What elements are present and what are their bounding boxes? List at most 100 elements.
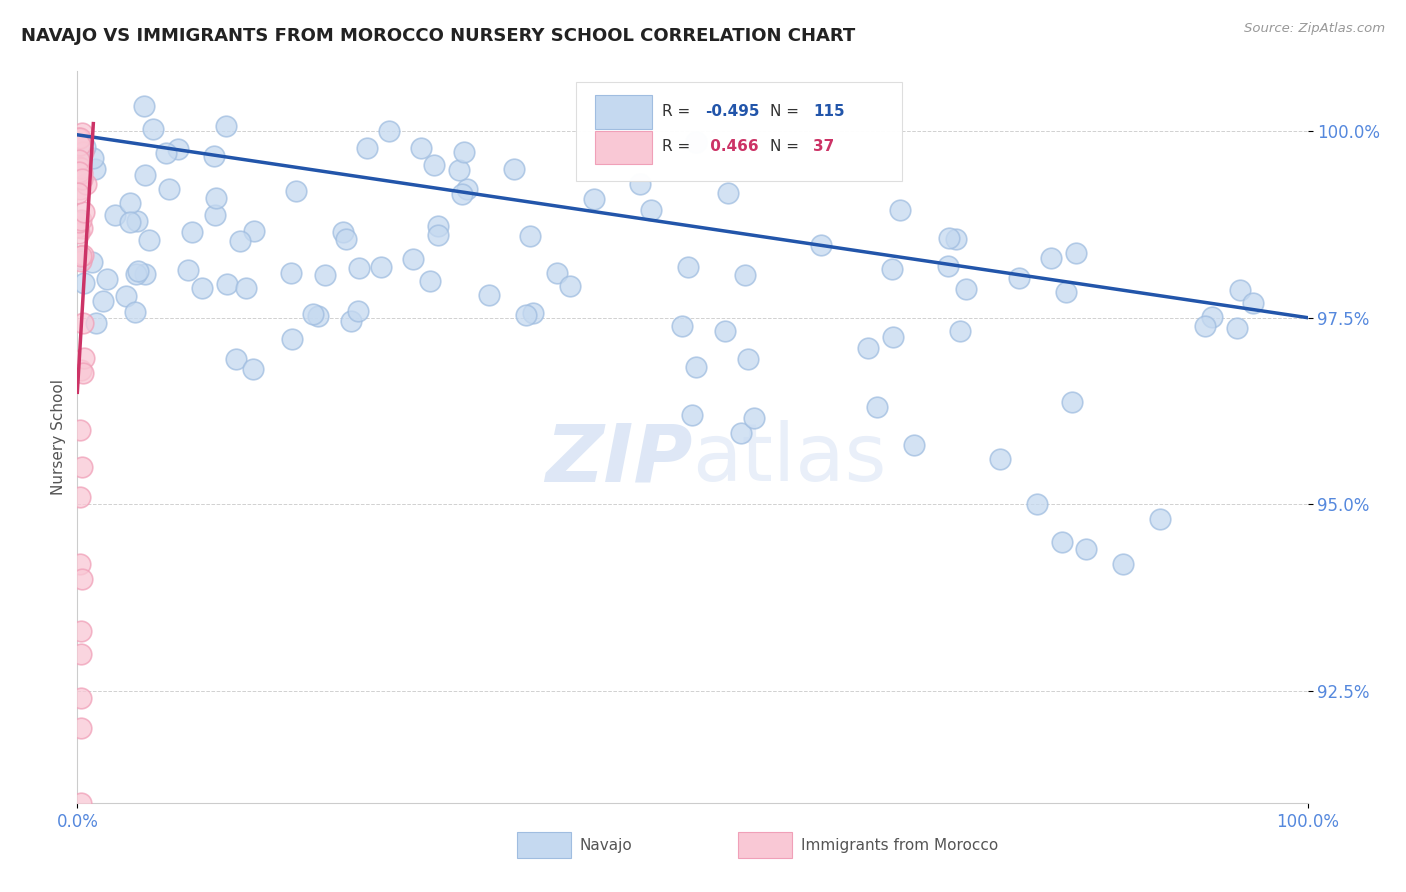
Point <box>138 233 160 247</box>
FancyBboxPatch shape <box>595 130 652 164</box>
Point <box>281 333 304 347</box>
Text: Immigrants from Morocco: Immigrants from Morocco <box>801 838 998 853</box>
Point <box>546 266 568 280</box>
Point <box>72 220 94 235</box>
Point <box>84 161 107 176</box>
Point <box>104 208 127 222</box>
Point <box>242 362 264 376</box>
Point <box>478 287 501 301</box>
Point <box>945 232 967 246</box>
Point <box>70 624 93 639</box>
Point <box>69 557 91 571</box>
Point <box>583 192 606 206</box>
Point <box>955 282 977 296</box>
Point <box>84 316 107 330</box>
Point <box>118 195 141 210</box>
Point <box>204 208 226 222</box>
Point <box>124 304 146 318</box>
Point <box>72 276 94 290</box>
Point <box>453 145 475 160</box>
Point <box>72 248 94 262</box>
Point <box>73 140 96 154</box>
Point <box>332 225 354 239</box>
Text: atlas: atlas <box>693 420 887 498</box>
Point <box>314 268 336 282</box>
Point <box>72 167 94 181</box>
Point <box>714 324 737 338</box>
Point <box>285 185 308 199</box>
Point <box>1008 271 1031 285</box>
Point <box>70 691 93 706</box>
Point <box>889 202 911 217</box>
Point <box>96 272 118 286</box>
Point <box>72 366 94 380</box>
Point <box>215 119 238 133</box>
Point <box>356 141 378 155</box>
Point <box>988 452 1011 467</box>
Point <box>1194 319 1216 334</box>
Point <box>115 289 138 303</box>
Point <box>235 281 257 295</box>
Point <box>70 572 93 586</box>
Point <box>82 255 104 269</box>
Point <box>67 226 90 240</box>
Point <box>630 177 652 191</box>
Point <box>450 187 472 202</box>
Point <box>134 267 156 281</box>
Point <box>70 161 93 176</box>
Point <box>67 215 90 229</box>
Point <box>72 126 94 140</box>
Point <box>70 213 93 227</box>
FancyBboxPatch shape <box>575 82 901 181</box>
Point <box>810 238 832 252</box>
Point <box>73 351 96 365</box>
Point <box>66 146 89 161</box>
Point <box>70 252 93 266</box>
Point <box>73 205 96 219</box>
Point <box>157 182 180 196</box>
Point <box>1076 542 1098 557</box>
Point <box>124 267 146 281</box>
Point <box>370 260 392 274</box>
Point <box>1066 246 1088 260</box>
Point <box>640 202 662 217</box>
Point <box>938 231 960 245</box>
Point <box>340 314 363 328</box>
Point <box>167 142 190 156</box>
Point <box>730 426 752 441</box>
Point <box>70 363 93 377</box>
Point <box>515 309 537 323</box>
Point <box>127 263 149 277</box>
Point <box>449 163 471 178</box>
FancyBboxPatch shape <box>595 95 652 129</box>
Point <box>225 351 247 366</box>
Point <box>1241 296 1264 310</box>
Point <box>127 214 149 228</box>
Point <box>682 408 704 422</box>
Point <box>70 171 93 186</box>
Text: 115: 115 <box>813 104 845 120</box>
Point <box>936 260 959 274</box>
Point <box>69 248 91 262</box>
Text: 0.466: 0.466 <box>704 139 758 154</box>
Point <box>519 228 541 243</box>
Point <box>1229 284 1251 298</box>
Point <box>70 796 93 810</box>
Point <box>69 130 91 145</box>
Point <box>1149 512 1171 526</box>
Point <box>671 319 693 334</box>
Point <box>948 325 970 339</box>
Point <box>426 228 449 243</box>
Point <box>70 721 93 735</box>
Point <box>67 165 90 179</box>
Point <box>409 141 432 155</box>
Point <box>69 423 91 437</box>
Point <box>1054 285 1077 300</box>
Text: NAVAJO VS IMMIGRANTS FROM MOROCCO NURSERY SCHOOL CORRELATION CHART: NAVAJO VS IMMIGRANTS FROM MOROCCO NURSER… <box>21 27 855 45</box>
Text: -0.495: -0.495 <box>704 104 759 120</box>
Point <box>1050 534 1073 549</box>
Point <box>205 191 228 205</box>
Point <box>75 177 97 191</box>
Point <box>72 145 94 159</box>
Text: R =: R = <box>662 104 695 120</box>
